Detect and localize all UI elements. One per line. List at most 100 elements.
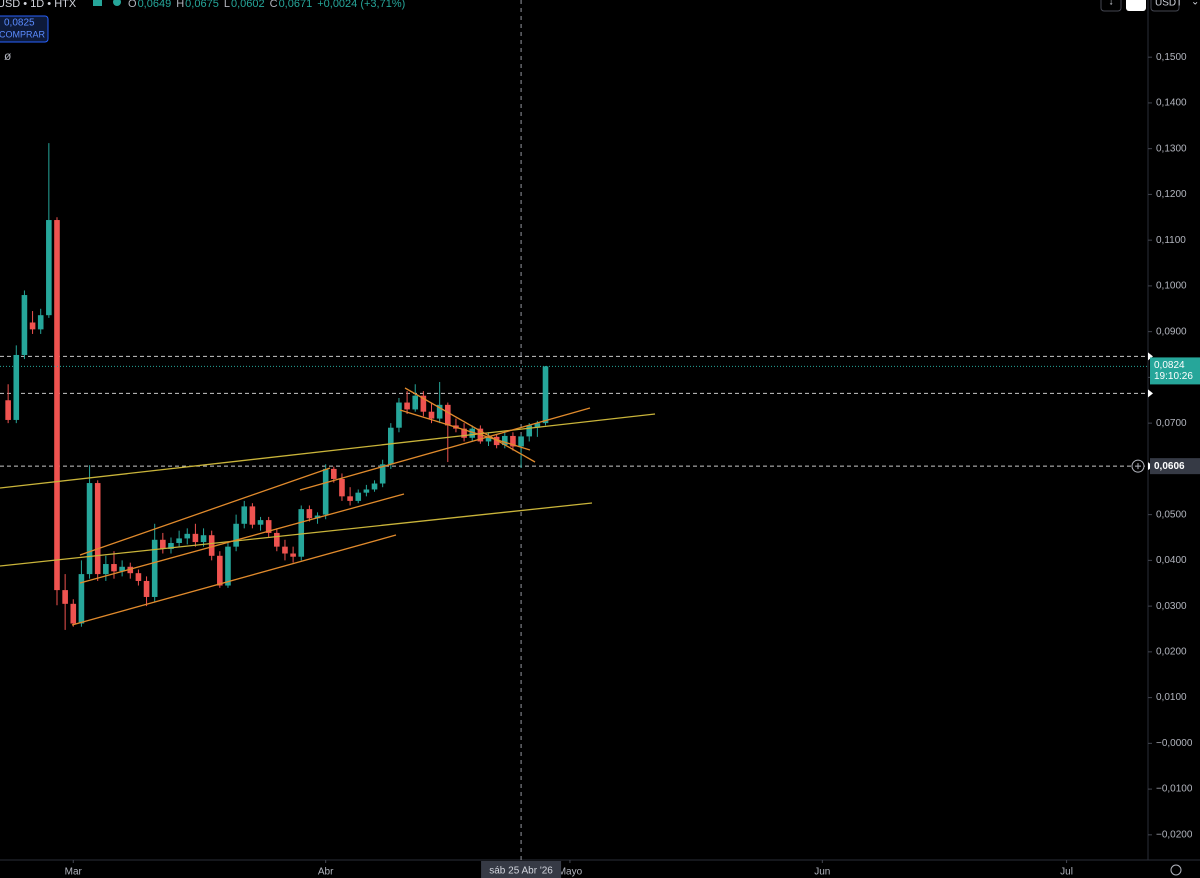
candle-body xyxy=(78,574,85,624)
y-tick-label: 0,0300 xyxy=(1156,601,1187,612)
lock-button[interactable] xyxy=(1126,0,1146,11)
candle-body xyxy=(168,542,174,549)
trend-line xyxy=(79,493,405,584)
scroll-icon[interactable]: ↓ xyxy=(1109,0,1114,8)
candle-body xyxy=(184,533,191,539)
candle-body xyxy=(208,535,215,556)
status-icon xyxy=(113,0,121,6)
candle-body xyxy=(46,220,52,316)
candle-body xyxy=(518,436,524,447)
candle-body xyxy=(103,564,109,575)
legend-key: H xyxy=(176,0,184,10)
settings-icon[interactable] xyxy=(1170,864,1182,876)
x-tick-label: Abr xyxy=(318,867,334,878)
legend-key: L xyxy=(224,0,230,10)
trend-line xyxy=(0,413,656,489)
trend-line xyxy=(0,502,593,567)
candle-body xyxy=(62,590,68,604)
y-tick-label: −0,0100 xyxy=(1156,784,1193,795)
y-tick-label: 0,1300 xyxy=(1156,143,1187,154)
market-icon xyxy=(93,0,102,6)
candle-body xyxy=(70,603,77,624)
candle-body xyxy=(322,468,329,515)
candle-body xyxy=(29,322,36,330)
candle-body xyxy=(135,573,142,581)
y-tick-label: 0,0400 xyxy=(1156,555,1187,566)
add-alert-plus xyxy=(1135,463,1141,470)
trend-line xyxy=(71,534,397,626)
countdown-label: 19:10:26 xyxy=(1154,371,1193,382)
y-tick-label: 0,0200 xyxy=(1156,647,1187,658)
candle-body xyxy=(127,566,134,574)
x-tick-label: Mar xyxy=(65,867,83,878)
symbol: USD • 1D • HTX xyxy=(0,0,77,10)
currency-menu[interactable]: ⌄ xyxy=(1191,0,1199,8)
candle-body xyxy=(94,483,101,575)
legend-value: 0,0671 xyxy=(279,0,313,10)
legend-key: C xyxy=(270,0,278,10)
candle-body xyxy=(233,523,239,547)
candle-body xyxy=(111,564,117,572)
candle-body xyxy=(371,483,378,490)
candle-body xyxy=(501,435,508,446)
x-tick-label: Jun xyxy=(814,867,830,878)
plot xyxy=(0,0,1148,860)
candle-body xyxy=(54,220,60,591)
candle-body xyxy=(339,478,345,497)
candle-body xyxy=(363,489,370,493)
candle-body xyxy=(192,533,199,543)
legend-value: 0,0649 xyxy=(138,0,172,10)
level-marker xyxy=(1148,352,1153,361)
legend-key: O xyxy=(128,0,137,10)
y-tick-label: 0,1400 xyxy=(1156,98,1187,109)
crosshair-price-box xyxy=(1150,458,1200,475)
trend-line xyxy=(299,407,591,491)
candle-body xyxy=(534,423,541,428)
y-tick-label: −0,0000 xyxy=(1156,738,1193,749)
trend-line xyxy=(404,387,536,463)
candle-body xyxy=(420,395,427,412)
buy-button[interactable] xyxy=(0,15,49,43)
y-tick-label: 0,0100 xyxy=(1156,692,1187,703)
candle-body xyxy=(290,553,296,557)
candle-body xyxy=(428,411,435,419)
y-tick-label: 0,0900 xyxy=(1156,326,1187,337)
last-price-label: 0,0824 xyxy=(1154,360,1185,371)
hide-icon[interactable]: ø xyxy=(4,49,12,63)
y-tick-label: −0,0200 xyxy=(1156,829,1193,840)
ohlc-legend: O 0,0649 H 0,0675 L 0,0602 C 0,0671 +0,0024 (+3,… xyxy=(128,0,405,10)
crosshair-date-box xyxy=(481,861,562,878)
last-price-box xyxy=(1150,357,1200,385)
candle-body xyxy=(86,483,93,575)
candle-body xyxy=(249,506,256,525)
candle-body xyxy=(37,315,44,330)
scroll-button[interactable] xyxy=(1100,0,1122,12)
buy-label[interactable]: COMPRAR xyxy=(0,29,46,39)
candle-body xyxy=(5,400,11,420)
level-marker xyxy=(1148,389,1153,398)
currency-button[interactable] xyxy=(1150,0,1180,12)
candle-body xyxy=(445,404,451,426)
currency[interactable]: USDT xyxy=(1155,0,1182,9)
candle-body xyxy=(469,428,476,438)
trend-line xyxy=(79,467,331,556)
candle-body xyxy=(412,395,419,410)
candle-body xyxy=(485,436,492,442)
candle-body xyxy=(274,532,280,547)
candle-body xyxy=(355,492,362,501)
candle-body xyxy=(21,295,28,355)
candle-body xyxy=(241,506,248,524)
drawings xyxy=(0,387,656,626)
candle-body xyxy=(306,509,313,519)
buy-price[interactable]: 0,0825 xyxy=(4,18,35,29)
y-tick-label: 0,1200 xyxy=(1156,189,1187,200)
candle-body xyxy=(461,428,467,438)
x-tick-label: Jul xyxy=(1060,867,1073,878)
candle-body xyxy=(542,366,549,424)
candle-body xyxy=(217,555,223,586)
legend-change: +0,0024 (+3,71%) xyxy=(317,0,405,10)
candle-body xyxy=(526,425,533,437)
trend-line xyxy=(399,409,531,451)
